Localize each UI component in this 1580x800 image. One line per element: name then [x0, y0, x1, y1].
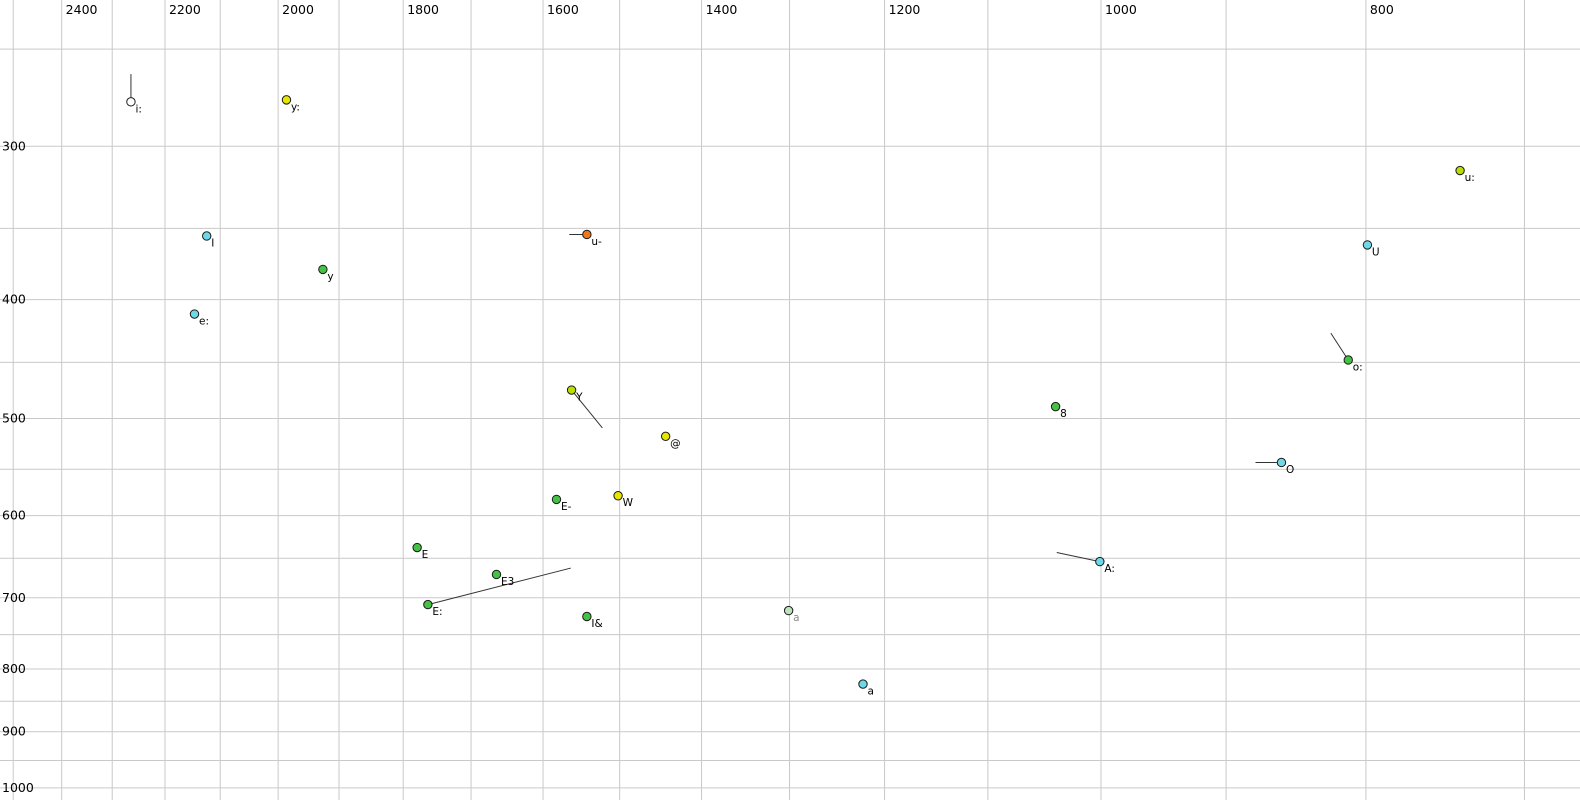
vowel-point-y	[318, 264, 328, 275]
vowel-point-E	[412, 542, 422, 553]
y-axis-tick-label: 400	[2, 292, 26, 307]
vowel-label-I&: I&	[591, 618, 602, 630]
x-axis-tick-label: 800	[1370, 2, 1394, 17]
x-axis-tick-label: 1200	[889, 2, 921, 17]
y-axis-tick-label: 1000	[2, 780, 34, 795]
x-axis-tick-label: 1000	[1105, 2, 1137, 17]
vowel-point-E3	[491, 569, 502, 580]
vowel-label-E: E	[422, 549, 429, 561]
vowel-point-i:	[126, 97, 136, 107]
vowel-label-u-: u-	[591, 236, 602, 248]
vowel-point-I	[202, 231, 212, 241]
vowel-point-8	[1050, 401, 1061, 412]
y-axis-tick-label: 800	[2, 661, 26, 676]
vowel-point-u-	[582, 229, 592, 240]
y-axis-tick-label: 500	[2, 410, 26, 425]
vowel-label-U: U	[1372, 246, 1380, 258]
vowel-trajectory-line	[1056, 552, 1100, 563]
vowel-label-E-: E-	[561, 501, 572, 513]
vowel-point-O	[1276, 457, 1287, 468]
vowel-label-O: O	[1286, 464, 1294, 476]
vowel-trajectory-line	[1330, 332, 1349, 361]
vowel-label-W: W	[623, 497, 634, 509]
y-axis-tick-label: 300	[2, 138, 26, 153]
vowel-label-e:: e:	[199, 316, 209, 328]
vowel-trajectory-line	[571, 389, 603, 429]
vowel-point-@	[660, 431, 671, 442]
vowel-trajectory-line	[427, 567, 571, 606]
x-axis-tick-label: 1600	[547, 2, 579, 17]
vowel-point-E:	[423, 599, 433, 610]
vowel-point-o:	[1343, 355, 1353, 365]
vowel-point-a	[858, 679, 868, 689]
vowel-point-W	[613, 491, 623, 501]
x-axis-tick-label: 2200	[169, 2, 201, 17]
x-axis-tick-label: 2000	[282, 2, 314, 17]
x-axis-tick-label: 1800	[407, 2, 439, 17]
vowel-label-y: y	[327, 271, 333, 283]
vowel-label-@: @	[670, 438, 681, 450]
vowel-point-u:	[1455, 165, 1465, 176]
vowel-label-E3: E3	[501, 576, 514, 588]
vowel-label-E:: E:	[432, 606, 442, 618]
vowel-label-a: a	[868, 686, 874, 698]
vowel-label-8: 8	[1060, 408, 1067, 420]
vowel-point-A:	[1095, 556, 1105, 567]
vowel-point-U	[1362, 240, 1373, 250]
vowel-label-Y: Y	[575, 392, 583, 404]
vowel-label-y:: y:	[291, 101, 300, 113]
vowel-point-e:	[189, 309, 200, 319]
vowel-label-i:: i:	[135, 103, 141, 115]
vowel-label-o:: o:	[1353, 361, 1363, 373]
vowel-point-I&	[582, 611, 592, 622]
y-axis-tick-label: 900	[2, 724, 26, 739]
vowel-point-y:	[281, 95, 292, 105]
vowel-label-I: I	[211, 237, 214, 249]
vowel-point-Y	[566, 385, 577, 395]
x-axis-tick-label: 1400	[706, 2, 738, 17]
y-axis-tick-label: 600	[2, 508, 26, 523]
x-axis-tick-label: 2400	[66, 2, 98, 17]
y-axis-tick-label: 700	[2, 590, 26, 605]
vowel-label-A:: A:	[1104, 563, 1115, 575]
vowel-label-u:: u:	[1465, 172, 1475, 184]
vowel-point-E-	[551, 494, 562, 505]
vowel-point-a	[783, 605, 794, 616]
vowel-label-a: a	[793, 612, 799, 624]
